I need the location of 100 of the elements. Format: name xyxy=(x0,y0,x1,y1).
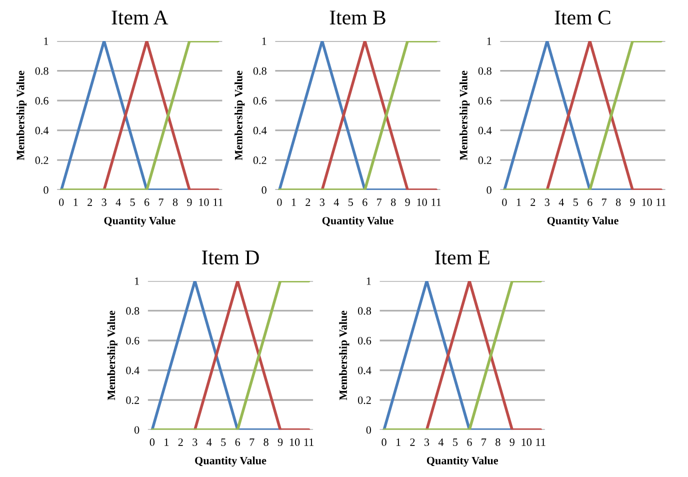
x-tick-label: 10 xyxy=(417,198,427,206)
x-tick-label: 4 xyxy=(558,198,564,206)
x-tick-label: 7 xyxy=(602,198,607,206)
x-tick-label: 7 xyxy=(250,438,254,446)
chart-title: Item D xyxy=(202,250,259,264)
x-tick-label: 5 xyxy=(573,198,578,206)
y-axis-title: Membership Value xyxy=(339,310,350,400)
x-tick-label: 1 xyxy=(74,198,78,206)
x-tick-label: 11 xyxy=(656,198,666,206)
y-tick-label: 0 xyxy=(366,426,372,434)
y-tick-label: 0.8 xyxy=(358,307,372,315)
x-axis-title: Quantity Value xyxy=(195,456,266,467)
x-tick-label: 6 xyxy=(362,198,368,206)
x-tick-label: 4 xyxy=(206,438,212,446)
x-tick-label: 9 xyxy=(510,438,514,446)
x-tick-label: 10 xyxy=(290,438,300,446)
y-tick-label: 0 xyxy=(134,426,140,434)
chart-title: Item B xyxy=(330,10,386,25)
x-tick-label: 9 xyxy=(187,198,192,206)
x-tick-label: 5 xyxy=(130,198,135,206)
x-tick-label: 3 xyxy=(544,198,550,206)
y-tick-label: 1 xyxy=(135,277,139,285)
x-tick-label: 4 xyxy=(116,198,121,206)
x-tick-label: 0 xyxy=(502,198,507,206)
x-tick-label: 7 xyxy=(377,198,382,206)
y-tick-label: 0.2 xyxy=(478,156,492,164)
y-tick-label: 0 xyxy=(486,186,492,194)
chart-title: Item A xyxy=(112,10,168,25)
y-tick-label: 0.2 xyxy=(358,396,371,404)
y-tick-label: 0 xyxy=(262,186,266,194)
x-tick-label: 0 xyxy=(150,438,155,446)
x-tick-label: 9 xyxy=(278,438,283,446)
x-tick-label: 11 xyxy=(432,198,441,206)
x-tick-label: 8 xyxy=(264,438,268,446)
y-tick-label: 0.8 xyxy=(35,67,48,75)
x-tick-label: 7 xyxy=(482,438,486,446)
x-tick-label: 2 xyxy=(306,198,310,206)
x-tick-label: 3 xyxy=(320,198,325,206)
x-tick-label: 9 xyxy=(405,198,410,206)
x-tick-label: 0 xyxy=(59,198,64,206)
y-tick-label: 1 xyxy=(366,277,371,285)
x-tick-label: 2 xyxy=(178,438,183,446)
y-tick-label: 0.8 xyxy=(253,67,266,75)
y-tick-label: 0.6 xyxy=(478,97,492,105)
y-tick-label: 1 xyxy=(262,38,266,45)
x-axis-title: Quantity Value xyxy=(547,216,618,227)
x-tick-label: 1 xyxy=(292,198,296,206)
y-tick-label: 0.6 xyxy=(126,336,140,344)
x-tick-label: 0 xyxy=(277,198,282,206)
y-tick-label: 0.8 xyxy=(126,307,140,315)
x-tick-label: 2 xyxy=(530,198,536,206)
x-tick-label: 2 xyxy=(88,198,92,206)
x-tick-label: 8 xyxy=(172,198,178,206)
chart-title: Item E xyxy=(435,250,490,264)
y-tick-label: 1 xyxy=(44,38,48,45)
y-tick-label: 0.6 xyxy=(35,97,48,105)
x-tick-label: 1 xyxy=(164,438,169,446)
x-tick-label: 9 xyxy=(630,198,635,206)
x-tick-label: 8 xyxy=(390,198,396,206)
y-tick-label: 1 xyxy=(487,38,492,45)
y-tick-label: 0.2 xyxy=(126,396,139,404)
y-tick-label: 0 xyxy=(44,186,48,194)
x-tick-label: 7 xyxy=(158,198,164,206)
y-tick-label: 0.6 xyxy=(358,336,372,344)
x-tick-label: 5 xyxy=(453,438,458,446)
x-tick-label: 4 xyxy=(438,438,444,446)
x-tick-label: 3 xyxy=(424,438,430,446)
y-tick-label: 0.4 xyxy=(478,126,492,134)
x-axis-title: Quantity Value xyxy=(322,216,394,227)
y-axis-title: Membership Value xyxy=(460,70,470,160)
x-axis-title: Quantity Value xyxy=(426,456,498,467)
x-tick-label: 1 xyxy=(516,198,521,206)
x-axis-title: Quantity Value xyxy=(104,216,176,227)
x-tick-label: 1 xyxy=(396,438,400,446)
y-tick-label: 0.2 xyxy=(253,156,266,164)
y-tick-label: 0.8 xyxy=(478,67,492,75)
x-tick-label: 8 xyxy=(496,438,500,446)
x-tick-label: 3 xyxy=(102,198,106,206)
y-axis-title: Membership Value xyxy=(234,70,245,160)
x-tick-label: 5 xyxy=(221,438,226,446)
chart-title: Item C xyxy=(554,10,610,25)
x-tick-label: 6 xyxy=(235,438,240,446)
x-tick-label: 6 xyxy=(467,438,472,446)
x-tick-label: 11 xyxy=(536,438,546,446)
x-tick-label: 11 xyxy=(214,198,223,206)
x-tick-label: 5 xyxy=(348,198,353,206)
y-axis-title: Membership Value xyxy=(16,70,27,160)
x-tick-label: 3 xyxy=(192,438,198,446)
y-tick-label: 0.4 xyxy=(35,126,49,134)
x-tick-label: 10 xyxy=(199,198,209,206)
x-tick-label: 8 xyxy=(616,198,621,206)
y-tick-label: 0.4 xyxy=(358,366,372,374)
x-tick-label: 6 xyxy=(144,198,150,206)
y-tick-label: 0.4 xyxy=(253,126,267,134)
x-tick-label: 10 xyxy=(522,438,532,446)
x-tick-label: 10 xyxy=(642,198,652,206)
x-tick-label: 11 xyxy=(304,438,314,446)
y-axis-title: Membership Value xyxy=(107,310,118,400)
y-tick-label: 0.6 xyxy=(253,97,267,105)
x-tick-label: 0 xyxy=(382,438,386,446)
